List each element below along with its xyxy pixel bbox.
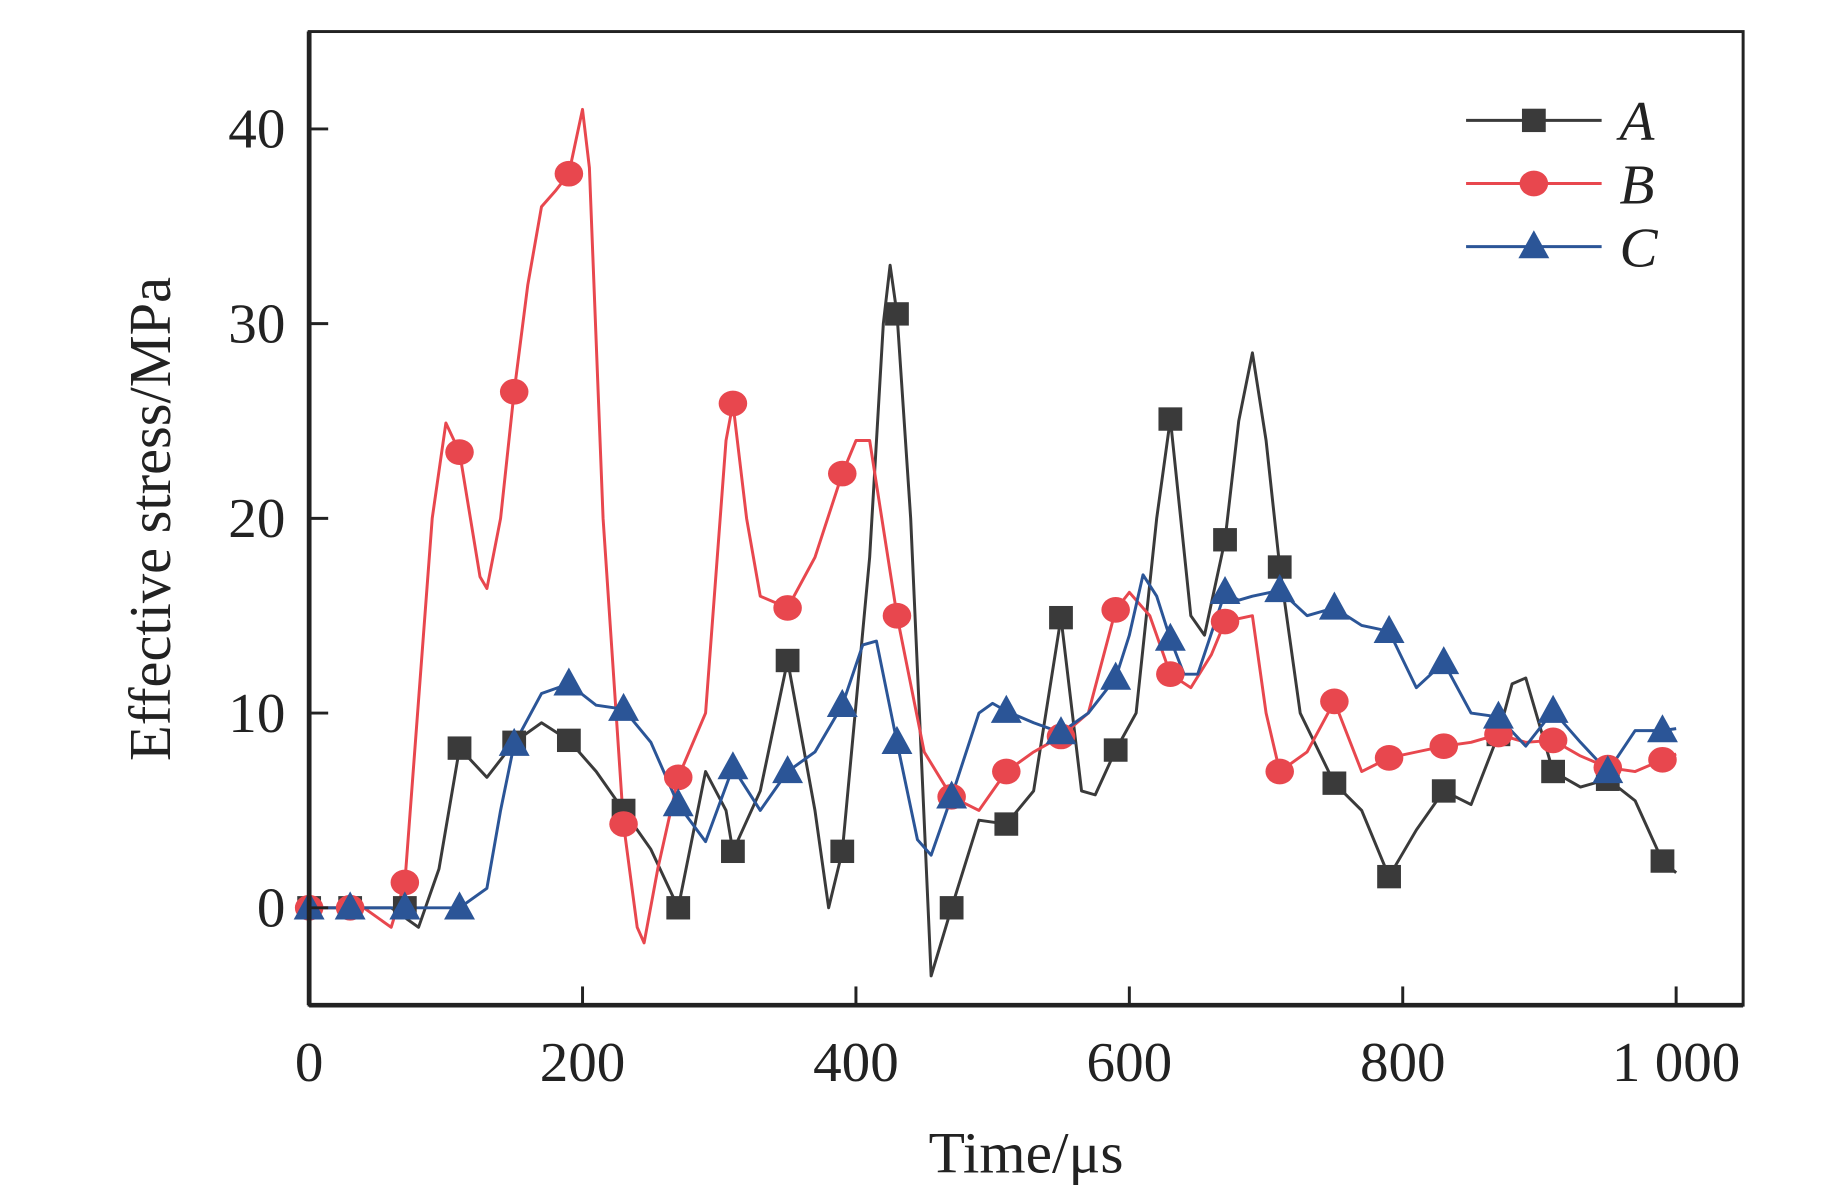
data-point-B [882,602,912,629]
x-tick-label: 600 [1087,1033,1173,1094]
data-point-A [1213,528,1237,552]
x-tick-label: 1 000 [1612,1033,1740,1094]
data-point-A [1049,605,1073,630]
y-tick-label: 20 [228,488,285,549]
data-point-B [1538,727,1568,754]
data-point-B [445,439,474,466]
data-point-C [334,891,366,920]
data-point-C [772,755,804,784]
data-point-B [554,160,584,187]
data-point-A [830,839,855,864]
data-point-C [936,780,968,809]
series-line-A [309,263,1678,978]
data-point-C [1647,714,1678,743]
data-point-C [1318,591,1350,620]
data-point-C [1264,574,1296,603]
data-point-C [1373,614,1405,643]
x-tick-label: 400 [813,1033,899,1094]
legend-label-A: A [1615,92,1654,153]
data-point-A [1541,759,1565,784]
data-point-A [666,896,691,920]
data-point-C [553,667,585,696]
data-point-A [1377,864,1401,889]
data-point-A [1158,407,1183,431]
data-point-C [1592,755,1624,784]
data-point-A [1431,779,1456,803]
data-point-B [992,758,1021,785]
legend-marker-C [1518,230,1550,259]
data-point-B [663,764,693,791]
data-point-C [717,751,749,780]
y-axis-label: Effective stress/MPa [117,277,184,761]
y-tick-label: 30 [228,294,285,355]
data-point-A [994,812,1019,836]
data-point-C [1482,700,1514,729]
legend-label-C: C [1619,218,1658,279]
data-point-C [1154,622,1186,651]
legend-marker-B [1519,170,1549,197]
x-tick-label: 800 [1360,1033,1446,1094]
data-point-B [1156,661,1185,687]
data-point-A [775,648,800,673]
data-point-C [1537,694,1569,723]
legend-marker-A [1521,108,1546,133]
data-point-B [1374,745,1404,771]
data-point-C [662,788,694,817]
data-point-B [1101,597,1130,623]
x-tick-label: 0 [295,1033,324,1094]
data-point-C [1100,661,1132,690]
data-point-A [885,302,909,326]
x-axis-label: Time/μs [929,1120,1124,1185]
data-point-B [390,869,420,896]
data-point-C [389,891,421,920]
data-point-A [939,896,964,920]
data-point-B [1210,608,1240,635]
data-point-C [444,891,475,920]
data-point-C [1209,575,1241,605]
data-point-B [1320,688,1349,715]
data-point-A [1103,738,1128,762]
data-point-C [608,692,640,721]
data-point-C [1428,646,1460,675]
data-point-A [721,839,745,864]
data-point-C [1045,716,1077,745]
y-tick-label: 10 [228,683,285,744]
data-point-C [826,688,858,717]
data-point-B [609,811,638,837]
data-point-B [773,595,802,621]
data-point-B [499,378,529,405]
data-point-A [1650,849,1675,873]
data-point-A [1322,771,1347,795]
series-line-B [309,107,1677,945]
data-point-B [1648,746,1677,773]
legend: ABC [1466,92,1659,279]
data-point-B [718,390,748,417]
data-point-C [990,694,1022,723]
data-point-A [447,736,472,760]
data-point-A [1267,555,1292,579]
data-point-B [1265,758,1294,785]
legend-label-B: B [1619,155,1654,216]
y-tick-label: 40 [228,99,285,160]
data-point-B [828,460,857,487]
x-tick-label: 200 [540,1033,626,1094]
data-point-C [498,727,530,756]
data-point-B [1429,733,1459,760]
y-tick-label: 0 [257,878,286,939]
data-point-A [556,728,581,753]
data-point-C [881,725,913,754]
